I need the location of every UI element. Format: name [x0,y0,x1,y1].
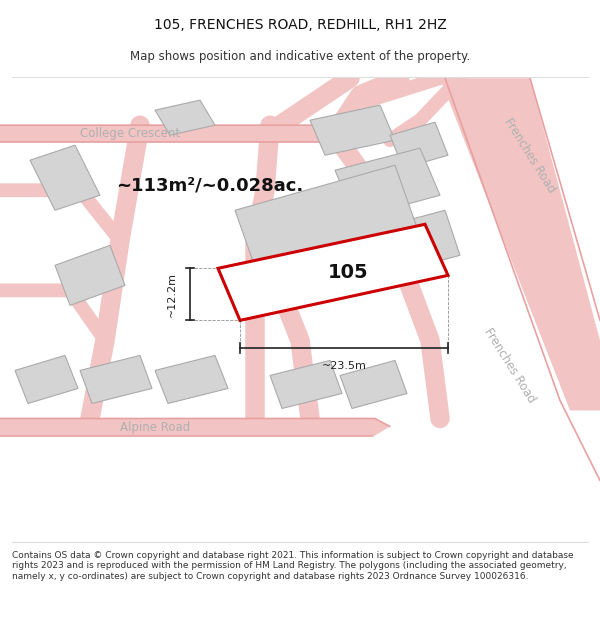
Polygon shape [218,224,448,321]
Polygon shape [370,210,460,276]
Polygon shape [235,165,425,296]
Polygon shape [310,105,395,155]
Polygon shape [390,122,448,168]
Polygon shape [335,148,440,218]
Text: College Crescent: College Crescent [80,127,180,139]
Text: ~113m²/~0.028ac.: ~113m²/~0.028ac. [116,176,304,194]
Polygon shape [440,78,600,411]
Text: Map shows position and indicative extent of the property.: Map shows position and indicative extent… [130,50,470,62]
Text: Frenches Road: Frenches Road [482,326,538,405]
Polygon shape [80,356,152,404]
Polygon shape [55,245,125,306]
Polygon shape [340,361,407,409]
Text: Alpine Road: Alpine Road [120,421,190,434]
Polygon shape [30,145,100,210]
Text: Contains OS data © Crown copyright and database right 2021. This information is : Contains OS data © Crown copyright and d… [12,551,574,581]
Polygon shape [0,125,355,142]
Polygon shape [155,100,215,135]
Text: Frenches Road: Frenches Road [502,116,558,195]
Polygon shape [0,419,390,436]
Polygon shape [155,356,228,404]
Text: ~12.2m: ~12.2m [167,272,177,317]
Text: 105: 105 [328,262,368,282]
Polygon shape [270,361,342,409]
Text: ~23.5m: ~23.5m [322,361,367,371]
Text: 105, FRENCHES ROAD, REDHILL, RH1 2HZ: 105, FRENCHES ROAD, REDHILL, RH1 2HZ [154,18,446,32]
Polygon shape [15,356,78,404]
